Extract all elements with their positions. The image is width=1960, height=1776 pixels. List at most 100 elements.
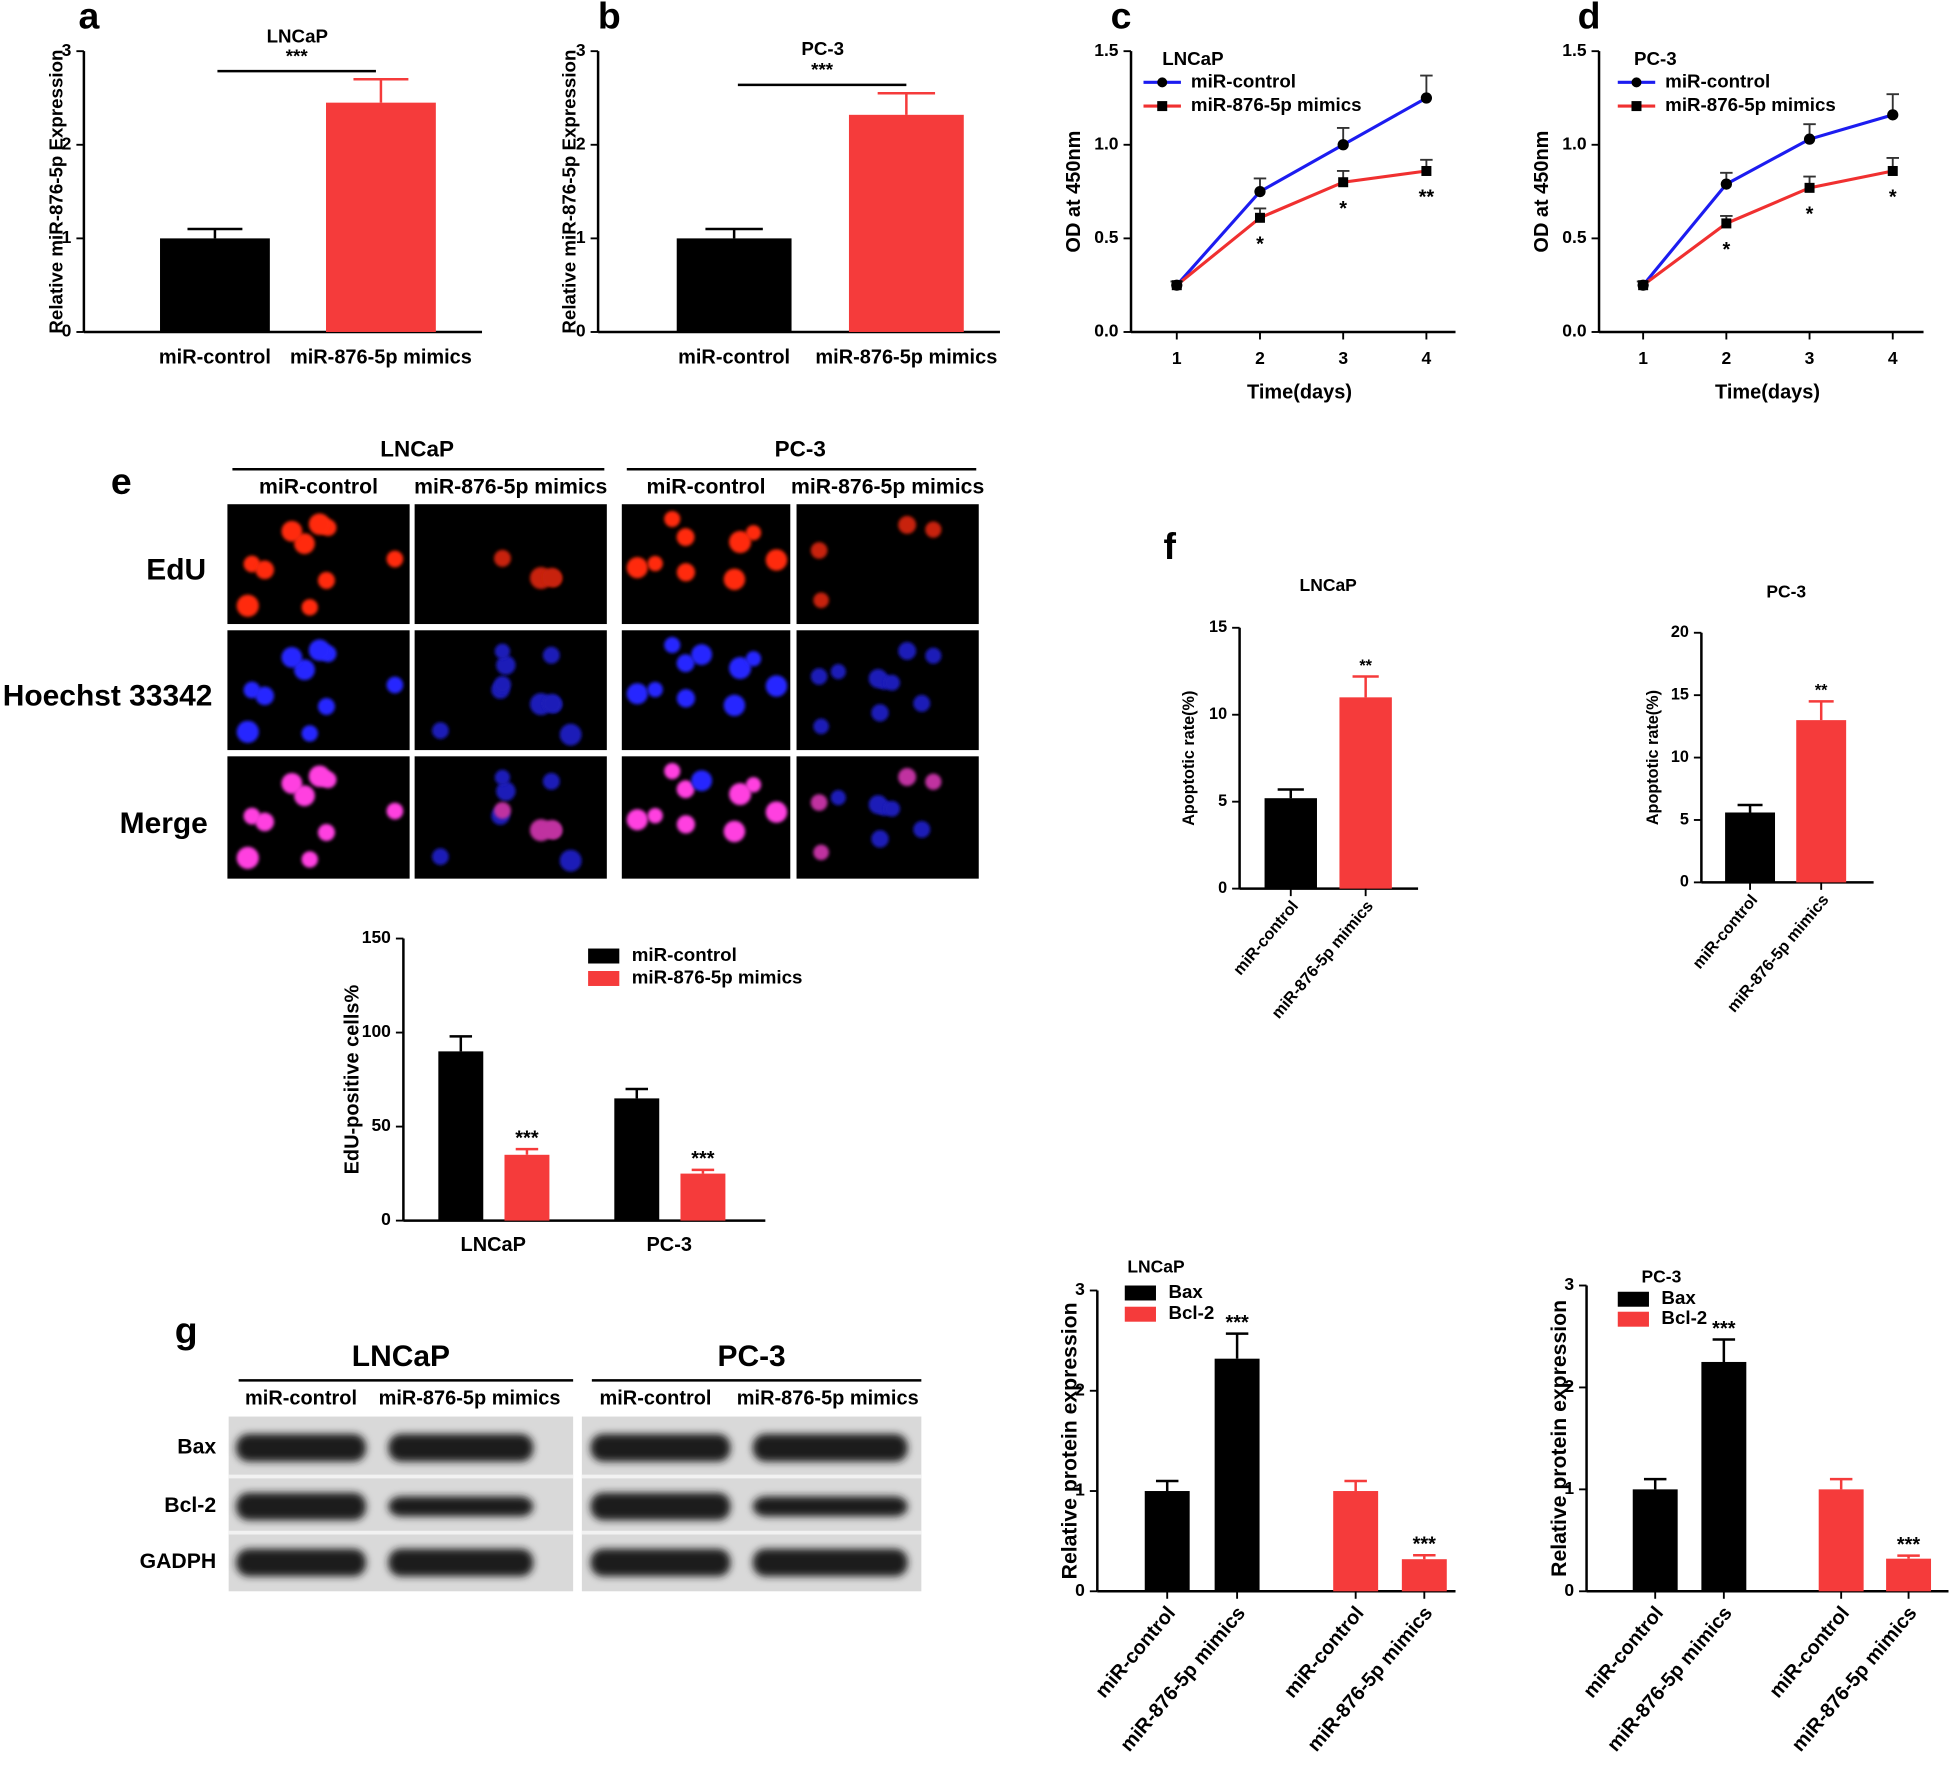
error-bar (1829, 1477, 1853, 1490)
cell (664, 763, 681, 780)
cell (542, 819, 562, 840)
x-tick-label: 1 (1638, 348, 1648, 368)
row-label: Bcl-2 (164, 1494, 216, 1517)
column-header: miR-876-5p mimics (791, 476, 984, 499)
significance: * (1722, 239, 1730, 261)
x-axis-label: Time(days) (1715, 381, 1820, 403)
error-bar (1413, 1553, 1436, 1560)
cell (386, 550, 404, 568)
cell (765, 549, 788, 571)
y-axis-label: OD at 450nm (1531, 131, 1553, 253)
y-tick-label: 1.5 (1094, 40, 1119, 60)
point (1337, 139, 1349, 151)
cell (308, 639, 331, 661)
point (1638, 280, 1649, 291)
error-bar (187, 227, 243, 239)
blot-band (388, 1548, 534, 1577)
error-bar (877, 92, 936, 115)
x-tick-label: miR-876-5p mimics (1303, 1602, 1437, 1755)
cell (308, 765, 331, 788)
blot-band (236, 1492, 366, 1521)
y-axis-label: Relative miR-876-5p Expression (559, 50, 580, 334)
point (1887, 165, 1898, 176)
significance: *** (811, 59, 834, 80)
cell (432, 848, 449, 866)
cell (664, 637, 681, 654)
y-tick-label: 3 (576, 40, 586, 60)
y-tick-label: 1 (576, 227, 586, 247)
panel-letter: c (1111, 0, 1132, 37)
x-tick-label: miR-876-5p mimics (1788, 1602, 1922, 1755)
blot-band (590, 1548, 731, 1577)
point (1720, 178, 1732, 190)
error-bar (353, 78, 409, 103)
panel-letter: d (1578, 0, 1601, 37)
x-tick-label: 3 (1338, 348, 1348, 368)
cell (765, 675, 788, 697)
y-tick-label: 2 (1564, 1376, 1574, 1396)
panel-letter: g (175, 1309, 198, 1351)
y-axis-label: Apoptotic rate(%) (1180, 691, 1198, 826)
cell (810, 542, 828, 559)
cell (830, 790, 846, 806)
cell (496, 781, 516, 801)
significance: ** (1419, 187, 1435, 209)
bar (1701, 1361, 1747, 1592)
cell (664, 510, 681, 528)
error-bar (1712, 1338, 1736, 1362)
blot-band (752, 1434, 908, 1462)
cell (559, 723, 582, 746)
cell (868, 795, 888, 815)
cell (301, 851, 318, 868)
x-axis-label: Time(days) (1247, 381, 1352, 403)
cell (691, 770, 713, 792)
cell (542, 567, 562, 587)
legend-swatch (1124, 1285, 1156, 1301)
y-tick-label: 150 (362, 927, 391, 947)
cell (729, 656, 752, 680)
error-bar (449, 1035, 473, 1052)
cell (255, 812, 275, 832)
row-label: Hoechst 33342 (3, 680, 213, 713)
y-tick-label: 3 (1075, 1279, 1085, 1299)
cell (745, 777, 762, 793)
group-header: PC-3 (775, 436, 826, 461)
chart-title: PC-3 (1642, 1267, 1682, 1287)
cell (676, 654, 695, 673)
y-axis-label: Apoptotic rate(%) (1644, 690, 1662, 825)
error-bar (1897, 1554, 1920, 1559)
legend-label: Bax (1661, 1287, 1696, 1308)
cell (813, 718, 829, 735)
bar (1401, 1559, 1447, 1592)
bar (1333, 1491, 1379, 1592)
legend-marker (1631, 77, 1642, 88)
legend-label: miR-876-5p mimics (1665, 94, 1836, 115)
point (1803, 133, 1816, 145)
y-tick-label: 15 (1671, 685, 1689, 703)
cell (542, 693, 562, 714)
cell (626, 809, 648, 831)
bar (614, 1098, 660, 1221)
cell (301, 599, 318, 616)
error-bar (691, 1168, 715, 1174)
cell (255, 686, 275, 706)
bar (326, 102, 436, 332)
y-tick-label: 0.0 (1562, 321, 1586, 341)
significance: *** (691, 1148, 715, 1170)
significance: * (1889, 187, 1897, 209)
cell (647, 681, 663, 698)
y-tick-label: 15 (1209, 618, 1227, 636)
bar (848, 114, 964, 332)
column-header: miR-control (647, 476, 766, 499)
blot-band (752, 1496, 908, 1517)
legend-label: miR-control (632, 944, 737, 965)
y-tick-label: 2 (62, 133, 72, 153)
y-tick-label: 0 (1218, 879, 1227, 897)
y-axis-label: EdU-positive cells% (342, 985, 364, 1175)
legend-marker (1157, 101, 1168, 112)
legend-label: Bax (1168, 1281, 1203, 1302)
y-tick-label: 0 (1564, 1580, 1574, 1600)
bar (438, 1051, 484, 1221)
series-line (1175, 169, 1427, 287)
